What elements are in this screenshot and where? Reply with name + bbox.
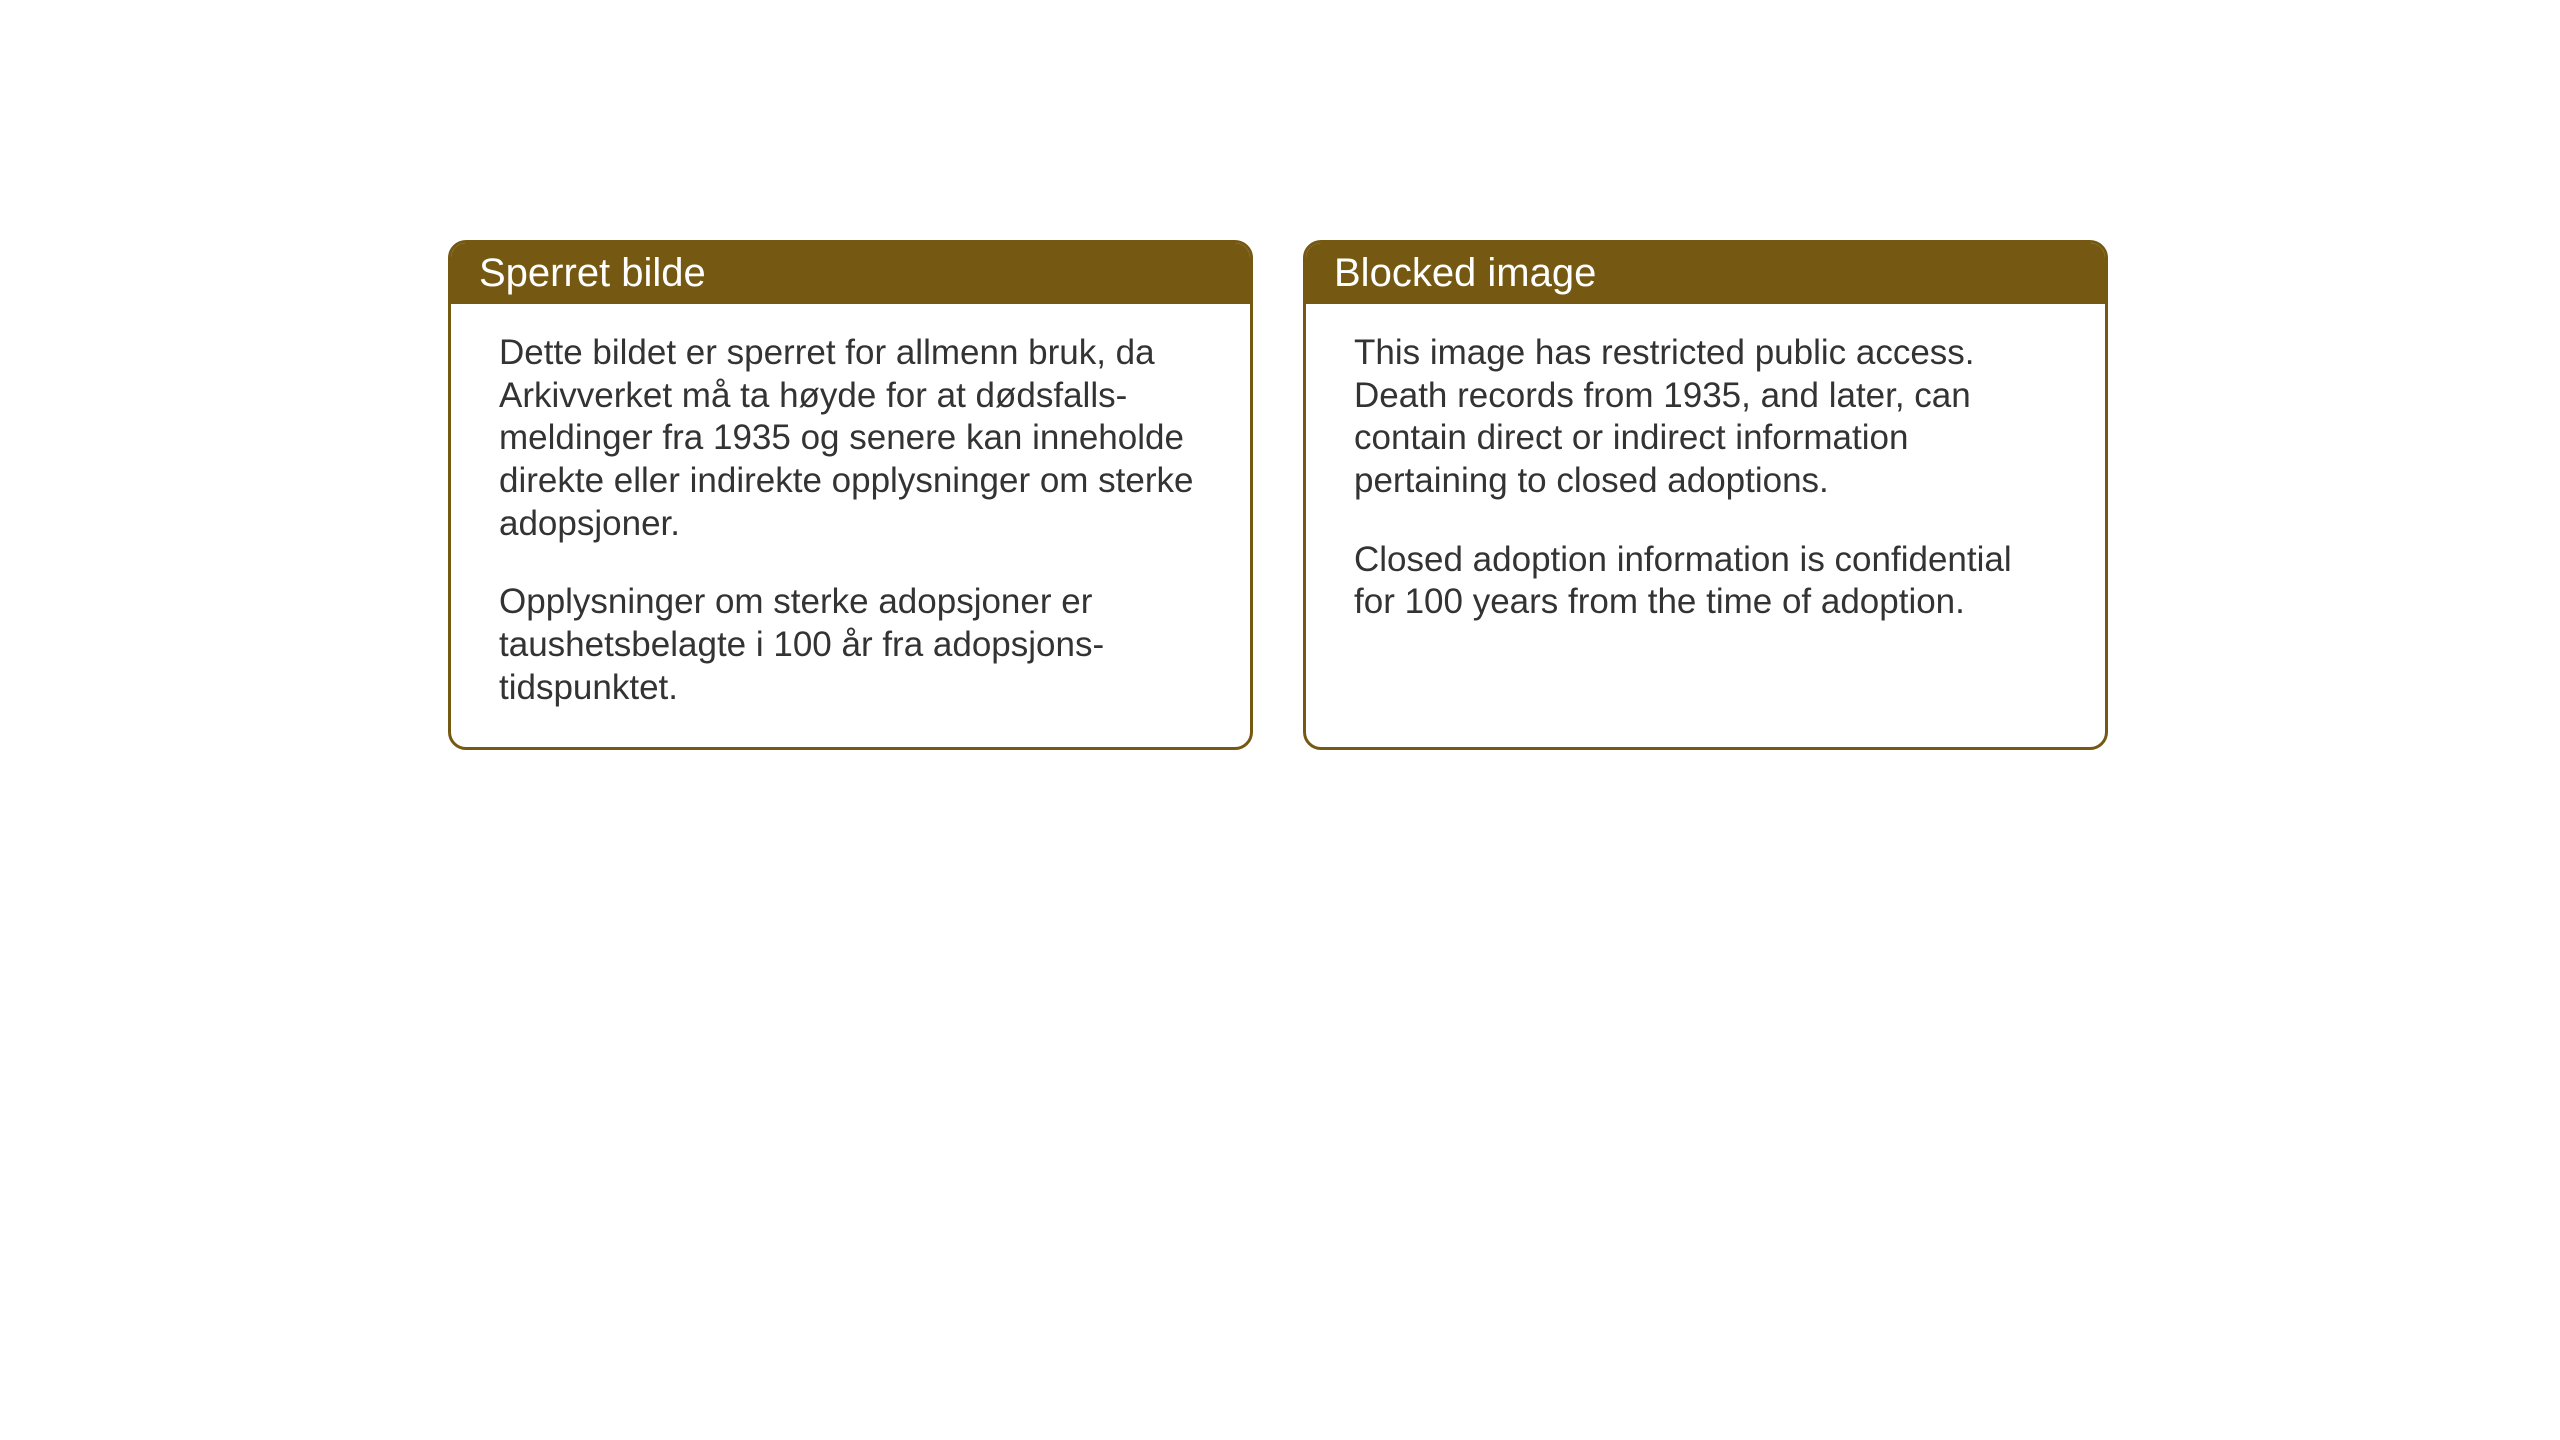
notice-header-english: Blocked image <box>1306 243 2105 304</box>
notice-body-english: This image has restricted public access.… <box>1306 304 2105 652</box>
notice-card-norwegian: Sperret bilde Dette bildet er sperret fo… <box>448 240 1253 750</box>
notice-paragraph-english-2: Closed adoption information is confident… <box>1354 539 2057 624</box>
notice-paragraph-norwegian-1: Dette bildet er sperret for allmenn bruk… <box>499 332 1202 545</box>
notice-card-english: Blocked image This image has restricted … <box>1303 240 2108 750</box>
notice-paragraph-norwegian-2: Opplysninger om sterke adopsjoner er tau… <box>499 581 1202 709</box>
notice-title-english: Blocked image <box>1334 251 1596 295</box>
notice-container: Sperret bilde Dette bildet er sperret fo… <box>448 240 2108 750</box>
notice-header-norwegian: Sperret bilde <box>451 243 1250 304</box>
notice-title-norwegian: Sperret bilde <box>479 251 706 295</box>
notice-paragraph-english-1: This image has restricted public access.… <box>1354 332 2057 503</box>
notice-body-norwegian: Dette bildet er sperret for allmenn bruk… <box>451 304 1250 738</box>
